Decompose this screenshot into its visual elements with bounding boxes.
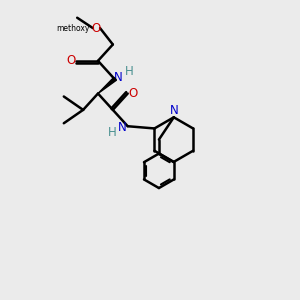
Text: O: O [128, 87, 137, 100]
Text: O: O [66, 54, 75, 67]
Text: methoxy: methoxy [56, 24, 89, 33]
Polygon shape [98, 77, 116, 94]
Text: N: N [118, 121, 127, 134]
Text: N: N [169, 104, 178, 117]
Text: H: H [125, 65, 134, 78]
Text: N: N [114, 71, 123, 84]
Text: H: H [108, 126, 116, 139]
Text: O: O [92, 22, 101, 34]
